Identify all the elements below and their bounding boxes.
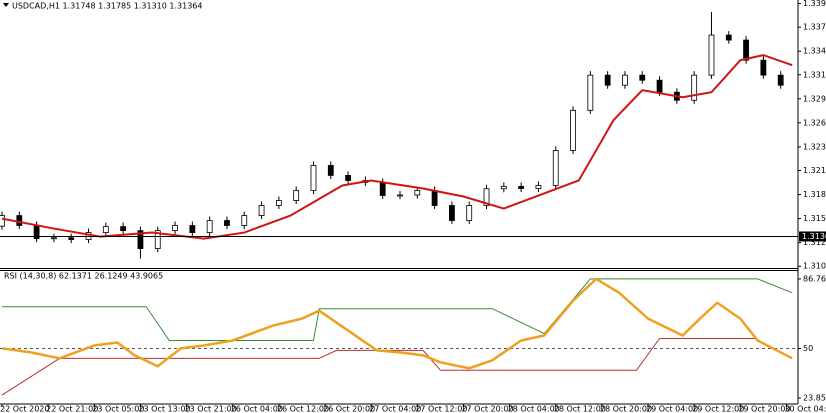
x-tick-label: 23 Oct 13:00	[138, 405, 190, 413]
x-tick-label: 27 Oct 04:00	[369, 405, 421, 413]
candle-body	[241, 215, 248, 226]
candle-body	[725, 34, 732, 41]
candle-body	[397, 194, 403, 197]
candle-body	[518, 186, 525, 189]
candle-body	[552, 149, 559, 186]
candle-body	[16, 215, 23, 226]
rsi-tick-label: 86.7656	[803, 274, 826, 283]
candle-body	[258, 205, 265, 216]
candle-body	[327, 165, 334, 176]
y-tick-label: 1.33980	[803, 0, 826, 8]
x-tick-label: 29 Oct 20:00	[738, 405, 790, 413]
current-price-box	[799, 231, 826, 242]
x-tick-label: 28 Oct 12:00	[554, 405, 606, 413]
candle-body	[310, 165, 317, 191]
x-tick-label: 27 Oct 12:00	[415, 405, 467, 413]
candle-body	[639, 74, 646, 81]
candle-body	[483, 188, 490, 206]
y-tick-label: 1.33180	[803, 70, 826, 79]
y-tick-label: 1.32640	[803, 118, 826, 127]
candle-body	[622, 74, 628, 86]
candle-body	[570, 109, 576, 151]
x-tick-label: 26 Oct 20:00	[323, 405, 375, 413]
candle-body	[535, 185, 542, 189]
candle-body	[414, 190, 421, 196]
candle-body	[68, 237, 75, 240]
candle-body	[587, 74, 594, 111]
candle-body	[466, 205, 473, 221]
y-tick-label: 1.31835	[803, 190, 826, 199]
y-tick-label: 1.33715	[803, 23, 826, 32]
y-tick-label: 1.32105	[803, 166, 826, 175]
candle-body	[743, 39, 749, 61]
rsi-tick-label: 50	[803, 344, 813, 353]
candle-body	[345, 175, 351, 181]
x-tick-label: 23 Oct 05:00	[92, 405, 144, 413]
x-tick-label: 22 Oct 21:00	[46, 405, 98, 413]
candle-body	[137, 230, 144, 249]
current-price-label: 1.31364	[802, 232, 826, 241]
candle-body	[275, 200, 282, 206]
candle-body	[777, 74, 784, 86]
rsi-line	[1, 277, 793, 370]
x-tick-label: 29 Oct 04:00	[646, 405, 698, 413]
candle-body	[379, 182, 386, 196]
candle-body	[120, 226, 127, 232]
candle-body	[691, 74, 698, 101]
candle-body	[604, 74, 611, 86]
candle-body	[51, 237, 57, 240]
candle-body	[206, 220, 213, 233]
rsi-line	[2, 278, 793, 341]
candle-body	[189, 225, 196, 233]
x-tick-label: 22 Oct 2020	[0, 405, 49, 413]
candle-body	[293, 190, 300, 201]
menu-icon	[3, 3, 9, 7]
rsi-line	[1, 337, 758, 396]
rsi-tick-label: 23.8535	[803, 394, 826, 403]
moving-average	[1, 54, 793, 240]
y-tick-label: 1.33445	[803, 47, 826, 56]
candle-body	[500, 186, 507, 190]
candle-body	[760, 59, 767, 76]
rsi-label: RSI (14,30,8) 62.1371 26.1249 43.9065	[4, 272, 163, 281]
x-tick-label: 28 Oct 20:00	[600, 405, 652, 413]
x-tick-label: 30 Oct 04:00	[784, 405, 826, 413]
x-tick-label: 29 Oct 12:00	[692, 405, 744, 413]
candle-body	[656, 79, 663, 93]
candle-body	[172, 225, 178, 232]
y-tick-label: 1.32370	[803, 142, 826, 151]
candle-body	[431, 190, 438, 206]
candle-body	[0, 215, 5, 227]
y-tick-label: 1.31030	[803, 262, 826, 271]
candle-body	[449, 205, 455, 221]
x-tick-label: 23 Oct 21:00	[185, 405, 237, 413]
y-tick-label: 1.31565	[803, 214, 826, 223]
candle-body	[102, 226, 109, 233]
y-tick-label: 1.31295	[803, 238, 826, 247]
x-tick-label: 27 Oct 20:00	[461, 405, 513, 413]
chart-title: USDCAD,H1 1.31748 1.31785 1.31310 1.3136…	[12, 2, 202, 11]
candle-body	[154, 230, 161, 249]
candle-body	[708, 34, 715, 76]
y-tick-label: 1.32910	[803, 94, 826, 103]
x-tick-label: 28 Oct 04:00	[508, 405, 560, 413]
x-tick-label: 26 Oct 04:00	[231, 405, 283, 413]
candle-body	[224, 220, 230, 226]
x-tick-label: 26 Oct 12:00	[277, 405, 329, 413]
